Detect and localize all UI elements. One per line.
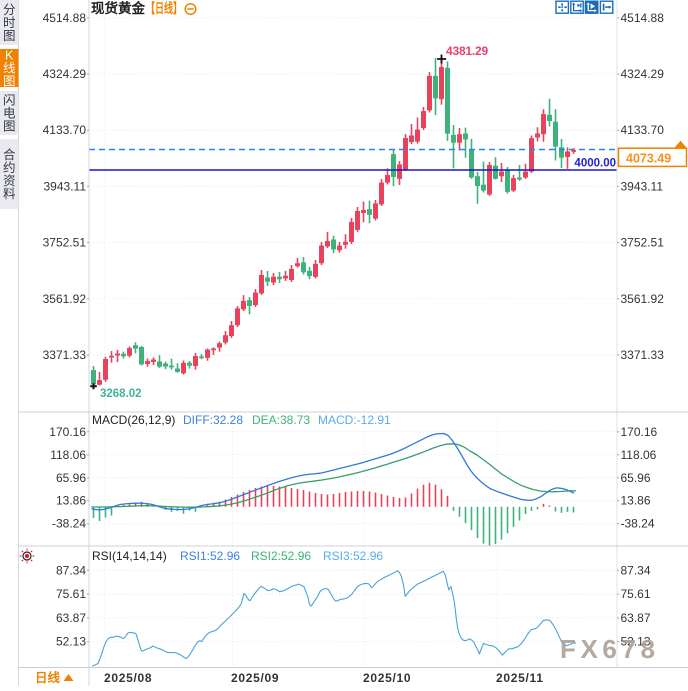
svg-text:图: 图	[3, 29, 16, 43]
svg-text:FX678: FX678	[560, 634, 660, 664]
svg-text:现货黄金: 现货黄金	[91, 0, 145, 16]
svg-text:K: K	[5, 49, 14, 63]
svg-text:时: 时	[3, 16, 16, 30]
svg-text:资: 资	[3, 174, 16, 188]
svg-text:13.86: 13.86	[621, 494, 651, 508]
svg-text:13.86: 13.86	[56, 494, 86, 508]
svg-text:52.13: 52.13	[621, 635, 651, 649]
svg-text:52.13: 52.13	[56, 635, 86, 649]
svg-text:170.16: 170.16	[49, 425, 86, 439]
svg-text:MACD(26,12,9): MACD(26,12,9)	[92, 413, 175, 427]
svg-text:RSI1:52.96: RSI1:52.96	[180, 549, 240, 563]
svg-text:2025/08: 2025/08	[104, 671, 152, 685]
svg-text:3943.11: 3943.11	[621, 179, 664, 193]
svg-text:75.61: 75.61	[56, 587, 86, 601]
svg-text:电: 电	[3, 107, 16, 121]
svg-text:3561.92: 3561.92	[43, 292, 87, 306]
svg-text:118.06: 118.06	[621, 448, 657, 462]
svg-text:约: 约	[3, 160, 16, 175]
svg-text:DEA:38.73: DEA:38.73	[252, 413, 310, 427]
svg-text:170.16: 170.16	[621, 425, 658, 439]
svg-text:线: 线	[3, 62, 16, 76]
svg-text:63.87: 63.87	[621, 611, 651, 625]
svg-text:4514.88: 4514.88	[621, 11, 665, 25]
svg-text:4073.49: 4073.49	[626, 151, 671, 165]
svg-text:3268.02: 3268.02	[100, 388, 142, 400]
svg-text:3943.11: 3943.11	[44, 179, 87, 193]
svg-text:2025/11: 2025/11	[496, 671, 544, 685]
svg-text:75.61: 75.61	[621, 587, 651, 601]
svg-text:3371.33: 3371.33	[621, 348, 665, 362]
svg-text:分: 分	[3, 3, 16, 17]
svg-text:RSI(14,14,14): RSI(14,14,14)	[92, 549, 167, 563]
svg-text:日线: 日线	[35, 670, 61, 685]
svg-text:3561.92: 3561.92	[621, 292, 665, 306]
svg-text:4381.29: 4381.29	[446, 44, 489, 58]
svg-text:RSI3:52.96: RSI3:52.96	[323, 549, 383, 563]
svg-text:图: 图	[3, 120, 16, 134]
svg-text:65.96: 65.96	[621, 471, 651, 485]
svg-text:4000.00: 4000.00	[574, 157, 616, 169]
svg-text:4324.29: 4324.29	[43, 67, 87, 81]
svg-text:3752.51: 3752.51	[621, 236, 665, 250]
svg-text:4133.70: 4133.70	[621, 123, 665, 137]
svg-text:合: 合	[3, 147, 16, 162]
svg-text:65.96: 65.96	[56, 471, 86, 485]
svg-text:-38.24: -38.24	[52, 517, 86, 531]
svg-text:4324.29: 4324.29	[621, 67, 665, 81]
svg-text:118.06: 118.06	[50, 448, 86, 462]
svg-text:2025/10: 2025/10	[363, 671, 411, 685]
svg-text:4514.88: 4514.88	[43, 11, 87, 25]
svg-text:4133.70: 4133.70	[43, 123, 87, 137]
svg-text:MACD:-12.91: MACD:-12.91	[318, 413, 391, 427]
svg-text:闪: 闪	[3, 94, 16, 108]
svg-text:87.34: 87.34	[56, 563, 86, 577]
svg-text:-38.24: -38.24	[621, 517, 655, 531]
svg-text:3371.33: 3371.33	[43, 348, 87, 362]
svg-text:3752.51: 3752.51	[43, 236, 87, 250]
svg-text:63.87: 63.87	[56, 611, 86, 625]
svg-text:【日线】: 【日线】	[146, 0, 182, 16]
svg-text:料: 料	[3, 187, 16, 201]
svg-text:87.34: 87.34	[621, 563, 651, 577]
svg-text:图: 图	[3, 75, 16, 89]
svg-text:DIFF:32.28: DIFF:32.28	[183, 413, 243, 427]
svg-text:RSI2:52.96: RSI2:52.96	[251, 549, 311, 563]
svg-text:2025/09: 2025/09	[231, 671, 279, 685]
